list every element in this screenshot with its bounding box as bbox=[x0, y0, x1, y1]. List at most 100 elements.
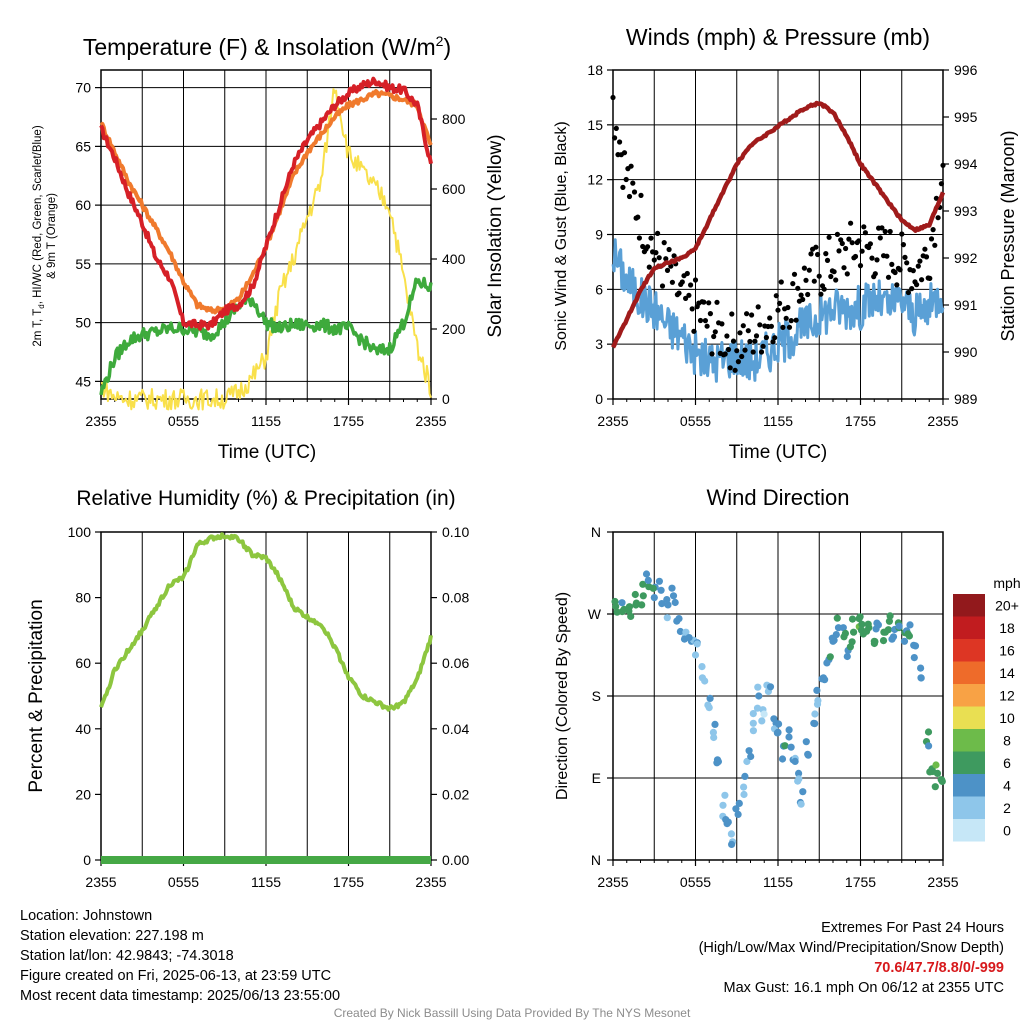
gust-point bbox=[821, 286, 827, 292]
direction-point bbox=[698, 663, 706, 671]
temp-ytick-label: 60 bbox=[75, 197, 91, 213]
wind-y2tick-label: 993 bbox=[954, 203, 978, 219]
gust-point bbox=[910, 268, 916, 274]
station-elevation: Station elevation: 227.198 m bbox=[20, 928, 204, 944]
panel-humidity: Relative Humidity (%) & Precipitation (i… bbox=[26, 487, 469, 890]
direction-point bbox=[749, 719, 757, 727]
gust-point bbox=[666, 246, 672, 253]
direction-point bbox=[719, 801, 727, 809]
gust-point bbox=[785, 304, 791, 311]
direction-point bbox=[813, 686, 821, 695]
wind-xtick-label: 1755 bbox=[845, 413, 876, 429]
direction-point bbox=[668, 584, 676, 592]
dir-ylabel: Direction (Colored By Speed) bbox=[554, 592, 571, 800]
gust-point bbox=[753, 333, 760, 339]
wind-y2tick-label: 991 bbox=[954, 297, 978, 313]
dir-ytick-label: E bbox=[592, 770, 601, 786]
colorbar-label: 12 bbox=[999, 687, 1015, 703]
dir-ytick-label: N bbox=[591, 852, 601, 868]
gust-point bbox=[859, 248, 865, 254]
direction-point bbox=[795, 775, 803, 783]
gust-point bbox=[905, 289, 912, 296]
gust-point bbox=[811, 278, 817, 284]
direction-point bbox=[753, 704, 762, 712]
direction-point bbox=[858, 620, 866, 628]
direction-point bbox=[802, 738, 810, 746]
station-info: Location: Johnstown Station elevation: 2… bbox=[20, 906, 340, 1006]
direction-point bbox=[937, 776, 945, 784]
dir-plot-area: 2355 0555 1155 1755 2355 N E S W N bbox=[588, 524, 959, 890]
direction-point bbox=[873, 619, 881, 627]
dir-xtick-label: 2355 bbox=[597, 874, 628, 890]
gust-point bbox=[874, 257, 880, 263]
gust-point bbox=[823, 251, 829, 257]
rh-xtick-label: 2355 bbox=[415, 874, 446, 890]
direction-point bbox=[749, 727, 758, 735]
temp-plot-area: 2355 0555 1155 1755 2355 45 50 55 60 65 70 0 200 400 6… bbox=[75, 69, 466, 429]
dir-xtick-label: 1755 bbox=[845, 874, 876, 890]
gust-point bbox=[714, 299, 720, 305]
direction-point bbox=[850, 628, 858, 636]
gust-point bbox=[768, 323, 775, 329]
gust-point bbox=[735, 359, 742, 365]
direction-point bbox=[781, 742, 789, 750]
gust-point bbox=[839, 240, 845, 247]
gust-point bbox=[778, 279, 784, 285]
gust-point bbox=[813, 244, 819, 250]
gust-point bbox=[808, 251, 814, 257]
gust-point bbox=[635, 214, 641, 220]
temp-ylabel-line2: & 9m T (Orange) bbox=[46, 193, 58, 279]
gust-point bbox=[806, 267, 812, 273]
direction-point bbox=[778, 755, 787, 763]
colorbar-label: 6 bbox=[1003, 755, 1011, 771]
direction-point bbox=[905, 632, 914, 640]
direction-point bbox=[625, 607, 633, 615]
direction-point bbox=[931, 783, 939, 791]
rh-ytick-label: 0 bbox=[83, 852, 91, 868]
colorbar-label: 18 bbox=[999, 620, 1015, 636]
gust-point bbox=[702, 318, 709, 324]
dir-ytick-label: N bbox=[591, 524, 601, 540]
gust-point bbox=[648, 235, 654, 241]
temp-xlabel: Time (UTC) bbox=[218, 442, 317, 463]
gust-point bbox=[758, 349, 765, 355]
gust-point bbox=[922, 246, 928, 252]
gust-point bbox=[655, 230, 661, 236]
temp-ytick-label: 65 bbox=[75, 138, 91, 154]
dir-ytick-label: S bbox=[592, 688, 601, 704]
temp-ytick-label: 50 bbox=[75, 315, 91, 331]
latest-timestamp: Most recent data timestamp: 2025/06/13 2… bbox=[20, 988, 341, 1004]
colorbar-swatch bbox=[953, 819, 985, 842]
wind-title: Winds (mph) & Pressure (mb) bbox=[626, 24, 930, 50]
extremes-values: 70.6/47.7/8.8/0/-999 bbox=[874, 960, 1004, 976]
wind-y2label: Station Pressure (Maroon) bbox=[998, 130, 1018, 341]
direction-point bbox=[848, 615, 857, 623]
temp-series-line bbox=[99, 76, 433, 331]
gust-point bbox=[697, 317, 704, 324]
direction-point bbox=[639, 580, 647, 588]
wind-plot-area: 2355 0555 1155 1755 2355 0 3 6 9 12 15 18 989 990 991 9… bbox=[587, 62, 977, 429]
temp-series-line bbox=[100, 88, 432, 411]
direction-point bbox=[631, 590, 639, 599]
gust-point bbox=[816, 273, 822, 279]
direction-point bbox=[813, 700, 822, 708]
gust-point bbox=[869, 255, 875, 261]
gust-point bbox=[663, 256, 669, 262]
gust-point bbox=[892, 269, 898, 276]
colorbar-swatch bbox=[953, 729, 985, 752]
direction-point bbox=[663, 596, 671, 604]
gust-point bbox=[688, 282, 694, 288]
direction-point bbox=[727, 830, 736, 838]
temp-y2tick-label: 400 bbox=[442, 251, 466, 267]
gust-point bbox=[933, 195, 940, 201]
gust-point bbox=[928, 236, 935, 242]
temp-ytick-label: 55 bbox=[75, 256, 91, 272]
direction-point bbox=[864, 620, 872, 628]
direction-point bbox=[848, 638, 856, 646]
gust-point bbox=[862, 230, 869, 236]
wind-speed-line bbox=[611, 238, 945, 383]
gust-point bbox=[631, 189, 638, 195]
temp-y2tick-label: 800 bbox=[442, 111, 466, 127]
gust-point bbox=[749, 312, 755, 318]
gust-point bbox=[834, 231, 841, 237]
